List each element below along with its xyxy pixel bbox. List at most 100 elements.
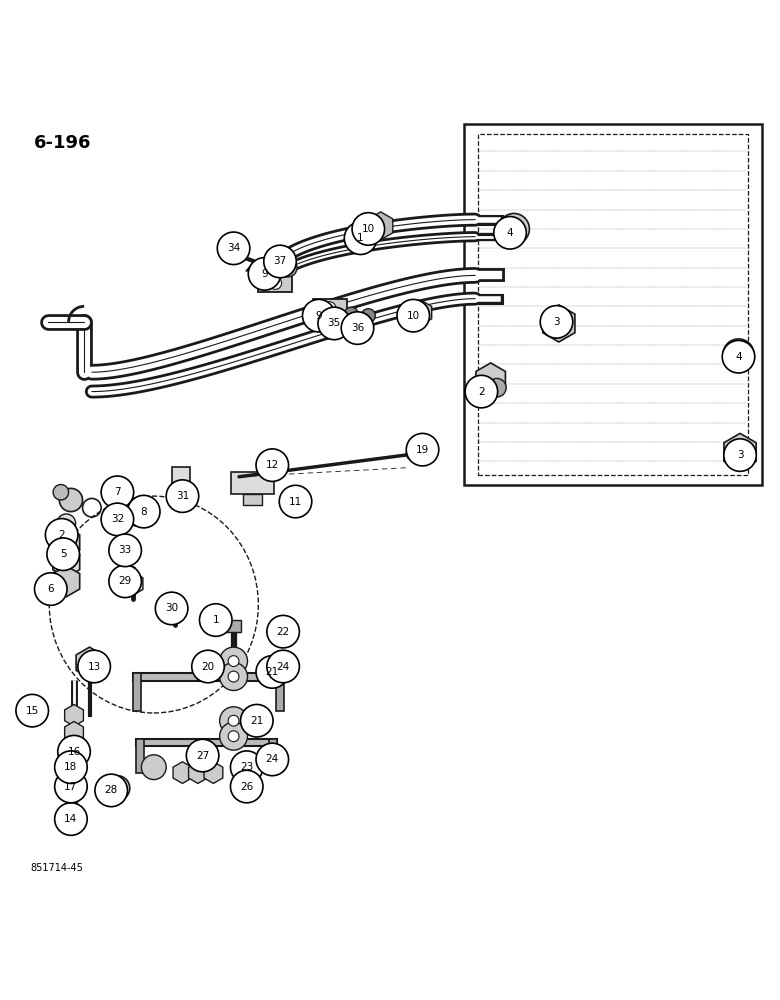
- Text: 15: 15: [26, 706, 39, 716]
- Text: 10: 10: [406, 311, 420, 321]
- Bar: [136, 739, 277, 746]
- Circle shape: [101, 476, 133, 509]
- Text: 29: 29: [119, 576, 132, 586]
- Circle shape: [230, 770, 263, 803]
- Text: 13: 13: [87, 662, 101, 672]
- Circle shape: [55, 803, 87, 835]
- Polygon shape: [53, 546, 80, 577]
- Circle shape: [228, 656, 239, 667]
- Bar: [172, 467, 190, 502]
- Circle shape: [105, 512, 115, 522]
- Text: 28: 28: [105, 785, 118, 795]
- Text: 16: 16: [67, 747, 80, 757]
- Text: 18: 18: [64, 762, 77, 772]
- Circle shape: [406, 447, 420, 461]
- Text: 27: 27: [196, 751, 209, 761]
- Text: 12: 12: [266, 460, 279, 470]
- Circle shape: [324, 302, 335, 314]
- Circle shape: [228, 731, 239, 742]
- Polygon shape: [189, 762, 207, 783]
- Text: 31: 31: [176, 491, 189, 501]
- Text: 4: 4: [736, 352, 742, 362]
- Circle shape: [220, 647, 247, 675]
- Polygon shape: [65, 721, 83, 743]
- Text: 4: 4: [507, 228, 513, 238]
- Circle shape: [723, 339, 754, 370]
- Text: 1: 1: [357, 233, 364, 243]
- Circle shape: [192, 650, 225, 683]
- Circle shape: [220, 722, 247, 750]
- Circle shape: [279, 485, 312, 518]
- Circle shape: [344, 307, 358, 321]
- Text: 21: 21: [250, 716, 264, 726]
- Polygon shape: [173, 762, 192, 783]
- Polygon shape: [65, 774, 83, 796]
- Polygon shape: [53, 527, 80, 558]
- Bar: [276, 673, 284, 711]
- Text: 23: 23: [240, 762, 254, 772]
- Circle shape: [220, 707, 247, 735]
- Text: 2: 2: [478, 387, 484, 397]
- Polygon shape: [724, 433, 756, 471]
- Text: 19: 19: [416, 445, 429, 455]
- Text: 6: 6: [48, 584, 54, 594]
- Text: 32: 32: [111, 514, 124, 524]
- Circle shape: [55, 751, 87, 783]
- Text: 5: 5: [60, 549, 66, 559]
- Polygon shape: [65, 704, 83, 726]
- Text: 33: 33: [119, 545, 132, 555]
- Circle shape: [53, 485, 69, 500]
- Text: 9: 9: [315, 311, 322, 321]
- Text: 6-196: 6-196: [34, 134, 91, 152]
- Circle shape: [344, 222, 377, 255]
- Circle shape: [341, 312, 374, 344]
- Bar: [463, 124, 762, 485]
- Bar: [243, 494, 262, 505]
- Polygon shape: [204, 762, 223, 783]
- Polygon shape: [476, 363, 505, 397]
- Polygon shape: [65, 756, 83, 778]
- Circle shape: [228, 671, 239, 682]
- Circle shape: [267, 615, 300, 648]
- Circle shape: [113, 783, 122, 793]
- Text: 851714-45: 851714-45: [30, 863, 83, 873]
- Circle shape: [724, 439, 757, 471]
- Circle shape: [155, 592, 188, 625]
- Text: 14: 14: [64, 814, 77, 824]
- Text: 30: 30: [165, 603, 178, 613]
- Circle shape: [352, 213, 385, 245]
- Text: 3: 3: [553, 317, 560, 327]
- Circle shape: [541, 306, 573, 338]
- Text: 11: 11: [289, 497, 302, 507]
- Circle shape: [186, 739, 219, 772]
- Circle shape: [47, 538, 80, 570]
- Circle shape: [361, 309, 375, 323]
- Circle shape: [465, 375, 498, 408]
- Bar: [231, 472, 274, 494]
- Circle shape: [109, 565, 141, 598]
- Polygon shape: [65, 741, 83, 763]
- Circle shape: [58, 735, 90, 768]
- Circle shape: [256, 743, 289, 776]
- Circle shape: [278, 258, 297, 277]
- Bar: [133, 673, 140, 711]
- Circle shape: [200, 604, 232, 636]
- Circle shape: [498, 213, 530, 244]
- Circle shape: [303, 299, 335, 332]
- Circle shape: [494, 217, 526, 249]
- Text: 22: 22: [276, 627, 289, 637]
- Circle shape: [267, 650, 300, 683]
- Circle shape: [406, 433, 439, 466]
- Circle shape: [34, 573, 67, 605]
- Text: 26: 26: [240, 782, 254, 792]
- Text: 7: 7: [114, 487, 121, 497]
- Circle shape: [57, 514, 76, 533]
- Text: 10: 10: [362, 224, 375, 234]
- Circle shape: [256, 449, 289, 481]
- Polygon shape: [369, 212, 393, 240]
- Text: 37: 37: [274, 256, 287, 266]
- Circle shape: [318, 307, 350, 340]
- Text: 1: 1: [212, 615, 219, 625]
- Circle shape: [488, 378, 506, 397]
- Text: 24: 24: [276, 662, 289, 672]
